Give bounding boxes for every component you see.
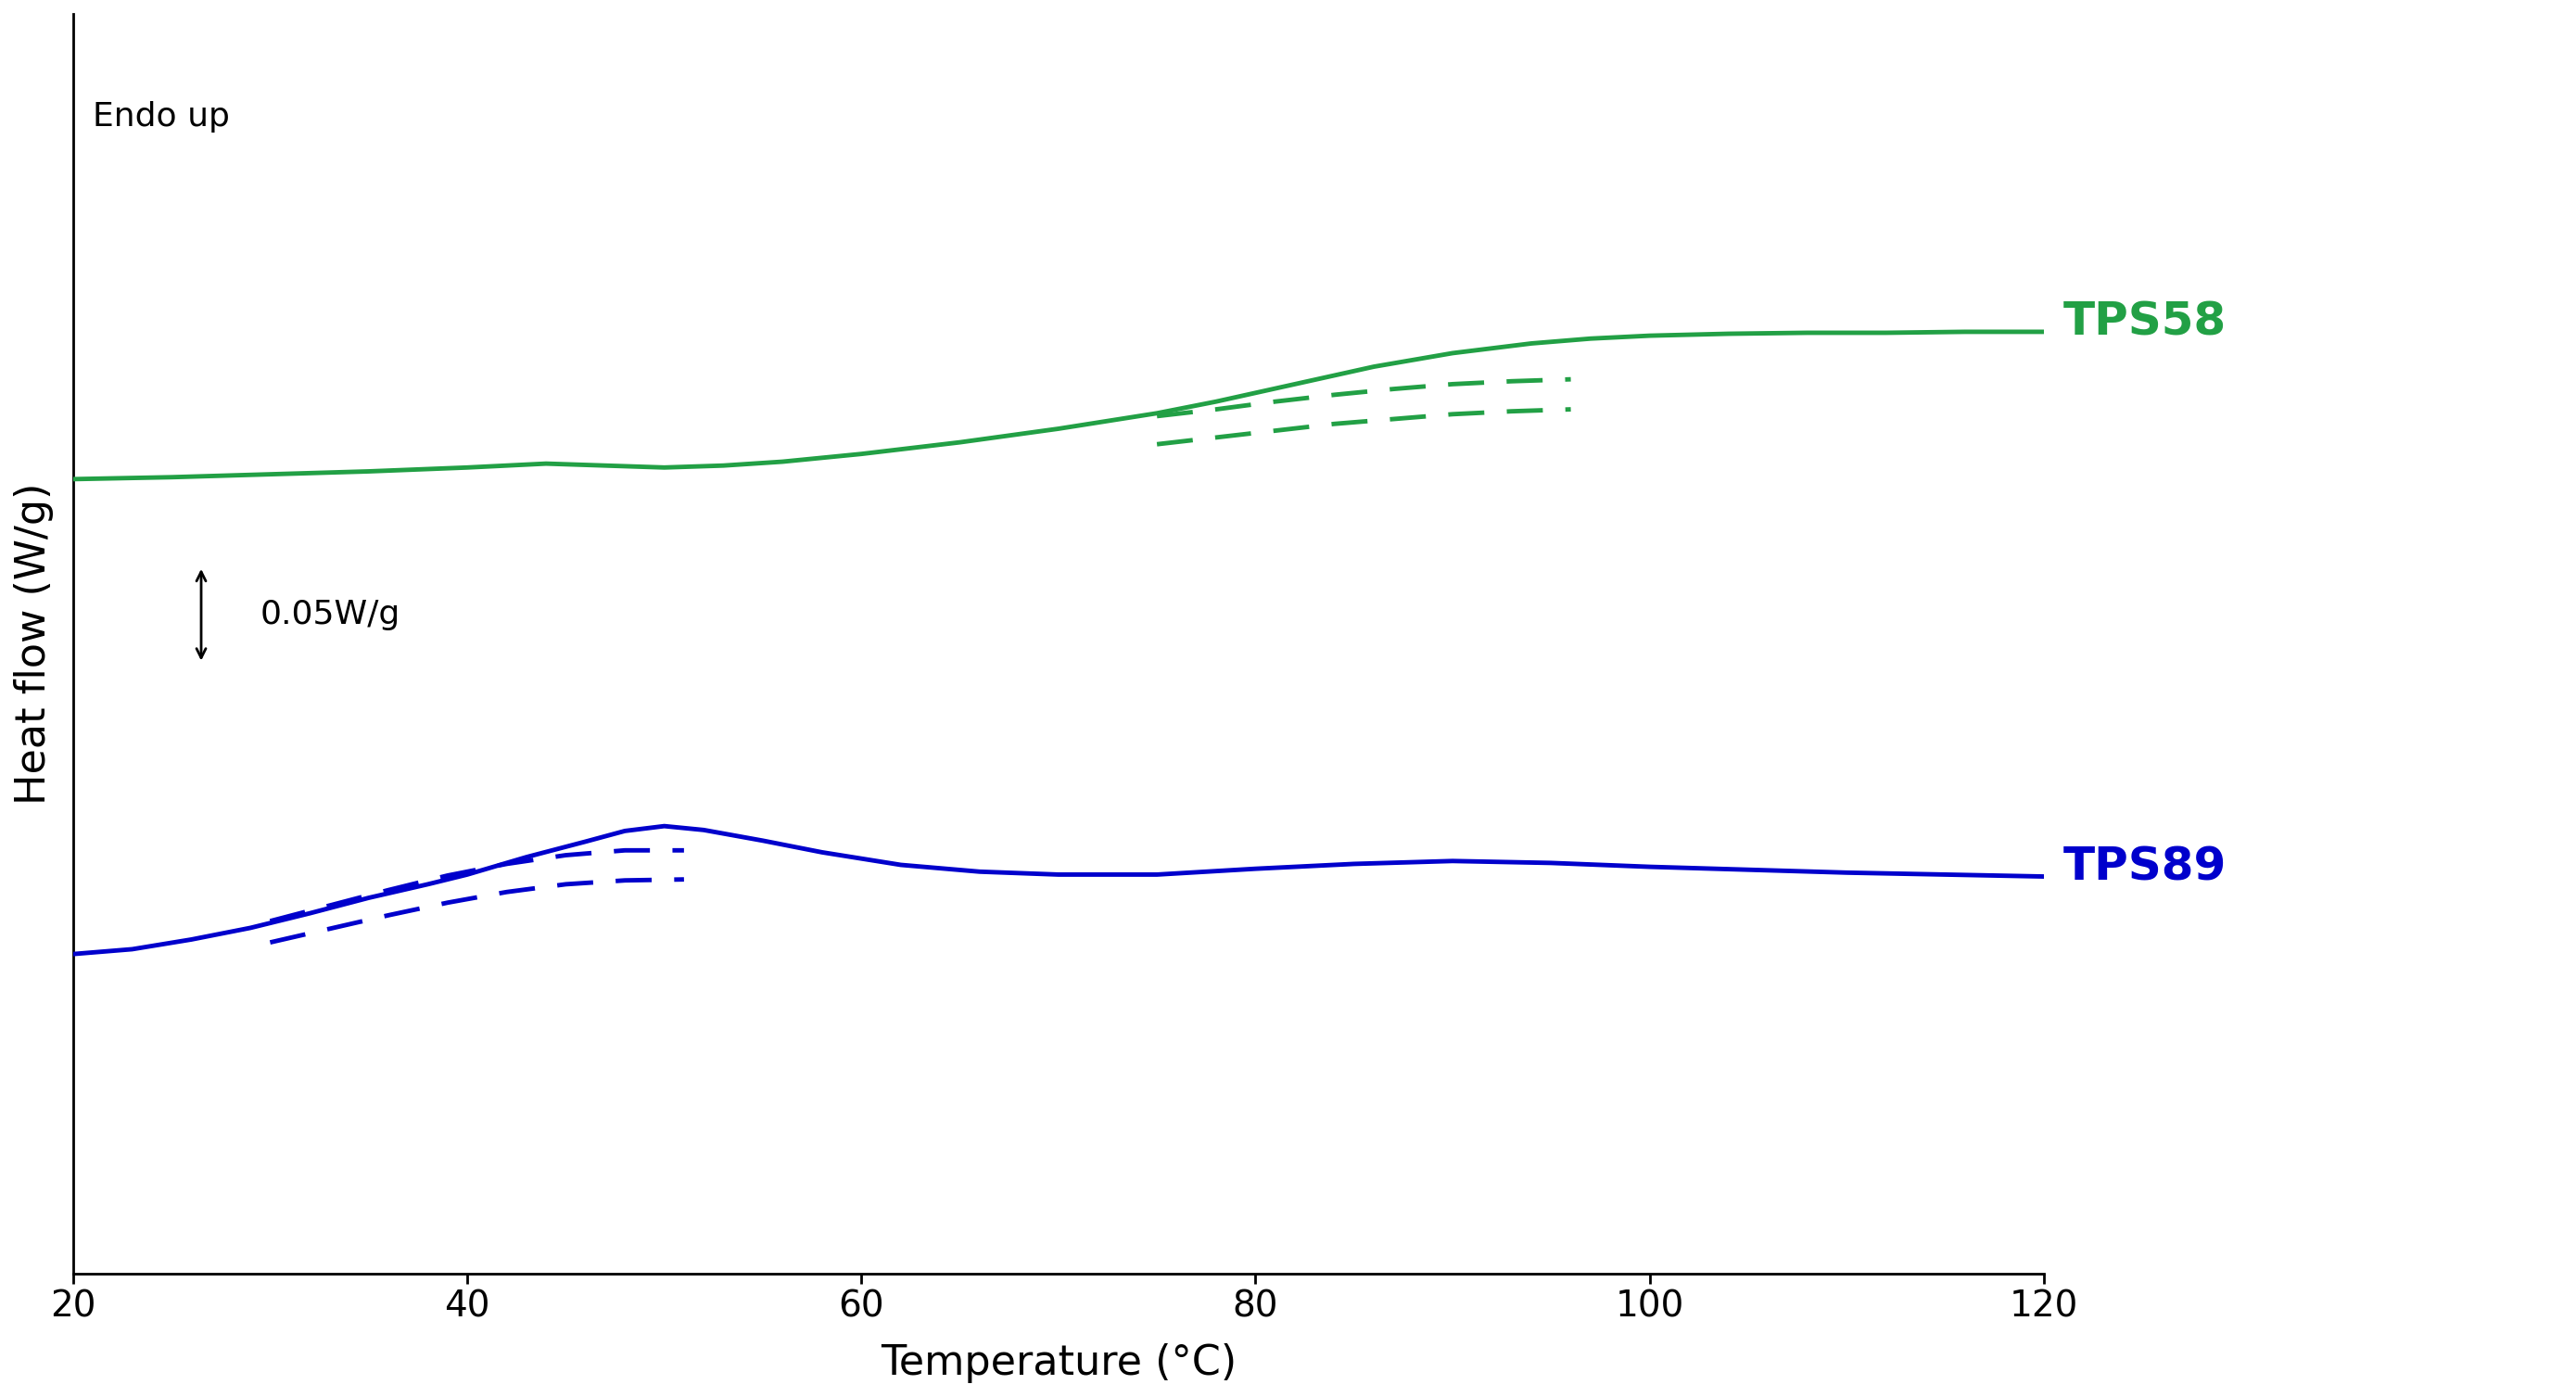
X-axis label: Temperature (°C): Temperature (°C): [881, 1344, 1236, 1383]
Text: 0.05W/g: 0.05W/g: [260, 599, 399, 630]
Text: TPS89: TPS89: [2063, 845, 2228, 888]
Y-axis label: Heat flow (W/g): Heat flow (W/g): [13, 483, 54, 805]
Text: TPS58: TPS58: [2063, 300, 2226, 345]
Text: Endo up: Endo up: [93, 101, 229, 133]
